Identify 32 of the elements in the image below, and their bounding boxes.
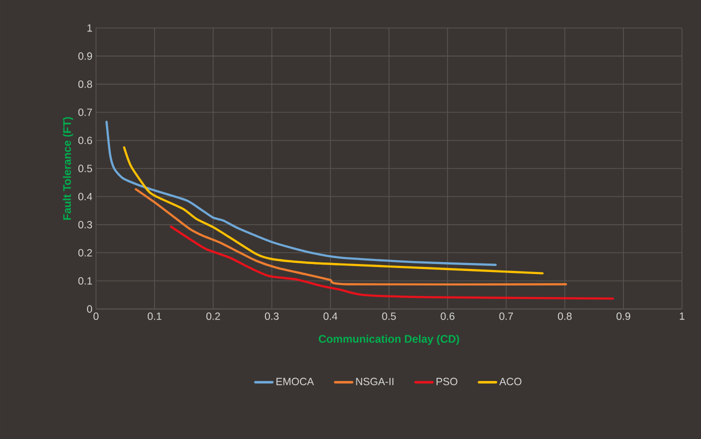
x-tick-label: 0.3 [264,312,279,320]
y-tick-label: 0.3 [78,220,92,228]
line-series [105,120,497,266]
line-series [123,146,544,274]
y-tick-label: 0.5 [78,164,92,172]
x-tick-label: 0.1 [148,312,162,320]
x-tick-label: 0.6 [440,312,454,320]
x-tick-label: 0.2 [206,312,220,320]
x-tick-label: 0.8 [558,312,572,320]
y-tick-label: 0.9 [78,52,92,60]
x-axis-title: Communication Delay (CD) [318,334,460,345]
y-axis-title: Fault Tolerance (FT) [62,117,74,220]
legend-label: NSGA-II [356,378,394,386]
x-tick-label: 0.9 [616,312,630,320]
legend-label: PSO [436,378,458,386]
x-tick-label: 1 [680,312,684,320]
legend-label: EMOCA [276,378,314,386]
x-tick-label: 0.4 [324,312,338,320]
x-tick-label: 0.7 [499,312,513,320]
x-tick-label: 0.5 [382,312,396,320]
legend-label: ACO [499,378,522,386]
line-series [170,226,614,300]
y-tick-label: 0.7 [78,108,92,116]
x-tick-label: 0 [94,312,99,320]
y-tick-label: 0.8 [78,80,92,88]
line-series [134,188,568,286]
y-tick-label: 0.4 [78,192,92,200]
y-tick-label: 0 [87,305,92,313]
y-tick-label: 0.2 [78,249,92,256]
y-tick-label: 0.1 [78,277,92,285]
y-tick-label: 1 [87,24,92,32]
y-tick-label: 0.6 [78,136,92,144]
